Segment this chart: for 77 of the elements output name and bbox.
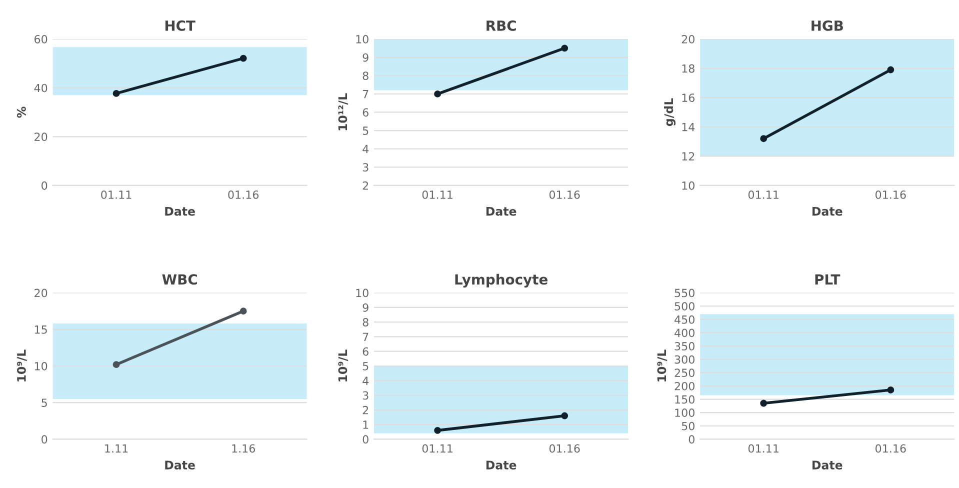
- y-tick-label: 50: [682, 422, 694, 430]
- y-tick-label: 5: [362, 126, 368, 135]
- x-axis-title: Date: [165, 206, 195, 216]
- y-tick-label: 10: [356, 288, 368, 298]
- y-tick-label: 4: [362, 376, 369, 385]
- chart-title: RBC: [486, 20, 516, 31]
- x-tick-label: 01.11: [101, 190, 132, 199]
- y-tick-label: 60: [34, 35, 48, 44]
- y-tick-label: 4: [362, 144, 369, 154]
- y-tick-label: 9: [362, 53, 368, 62]
- y-tick-label: 20: [34, 288, 48, 298]
- y-tick-label: 20: [34, 132, 48, 142]
- y-tick-label: 0: [362, 435, 368, 444]
- y-tick-label: 40: [34, 84, 48, 92]
- y-tick-label: 2: [362, 406, 368, 414]
- y-axis-title: 10¹²/L: [338, 93, 348, 130]
- y-tick-label: 300: [674, 355, 694, 364]
- y-tick-label: 250: [674, 368, 694, 378]
- x-axis-title: Date: [486, 460, 516, 470]
- y-tick-label: 3: [362, 163, 368, 172]
- y-tick-label: 2: [362, 181, 368, 190]
- x-tick-label: 1.11: [105, 444, 128, 453]
- y-tick-label: 7: [362, 332, 368, 341]
- y-axis-title: g/dL: [664, 98, 676, 126]
- y-tick-label: 3: [362, 391, 368, 400]
- y-tick-label: 10: [34, 362, 48, 370]
- y-tick-label: 5: [42, 398, 47, 407]
- x-axis-title: Date: [812, 206, 842, 216]
- x-tick-label: 01.16: [876, 190, 906, 199]
- y-tick-label: 200: [674, 382, 694, 390]
- x-axis-title: Date: [165, 460, 195, 470]
- y-tick-label: 150: [675, 395, 694, 404]
- y-tick-label: 1: [363, 420, 368, 429]
- y-tick-label: 5: [362, 362, 368, 370]
- chart-title: Lymphocyte: [455, 274, 548, 288]
- y-tick-label: 18: [682, 64, 694, 73]
- x-tick-label: 01.11: [422, 444, 452, 453]
- y-axis-title: %: [16, 106, 26, 118]
- x-axis-title: Date: [486, 206, 516, 216]
- y-tick-label: 10: [682, 181, 694, 190]
- y-tick-label: 350: [674, 342, 694, 350]
- y-tick-label: 8: [362, 318, 368, 326]
- x-tick-label: 1.16: [232, 444, 256, 453]
- y-tick-label: 15: [34, 326, 47, 334]
- y-tick-label: 0: [42, 435, 48, 444]
- y-tick-label: 0: [688, 435, 694, 444]
- chart-title: HCT: [165, 20, 196, 31]
- x-tick-label: 01.11: [748, 190, 778, 199]
- x-tick-label: 01.11: [422, 190, 452, 199]
- y-tick-label: 100: [675, 408, 694, 417]
- y-tick-label: 450: [674, 315, 694, 324]
- y-tick-label: 0: [42, 181, 48, 190]
- chart-title: PLT: [815, 274, 840, 284]
- y-axis-title: 10⁹/L: [657, 350, 668, 382]
- x-tick-label: 01.16: [228, 190, 259, 199]
- chart-title: HGB: [812, 20, 843, 31]
- y-tick-label: 500: [674, 302, 694, 310]
- y-tick-label: 400: [674, 328, 694, 338]
- y-tick-label: 12: [682, 152, 694, 160]
- x-tick-label: 01.11: [748, 444, 778, 453]
- y-axis-title: 10⁹/L: [16, 350, 27, 382]
- y-tick-label: 6: [362, 347, 368, 356]
- y-tick-label: 9: [362, 303, 368, 312]
- x-axis-title: Date: [812, 460, 842, 470]
- x-tick-label: 01.16: [549, 190, 580, 199]
- y-tick-label: 16: [682, 94, 695, 102]
- y-tick-label: 550: [674, 288, 694, 298]
- chart-title: WBC: [162, 274, 197, 285]
- y-tick-label: 7: [362, 90, 368, 98]
- y-tick-label: 6: [362, 108, 368, 117]
- x-tick-label: 01.16: [549, 444, 580, 453]
- y-axis-title: 10⁹/L: [338, 350, 348, 382]
- y-tick-label: 10: [356, 35, 368, 44]
- y-tick-label: 14: [682, 123, 695, 132]
- x-tick-label: 01.16: [876, 444, 906, 453]
- y-tick-label: 20: [682, 35, 694, 44]
- y-tick-label: 8: [362, 72, 368, 80]
